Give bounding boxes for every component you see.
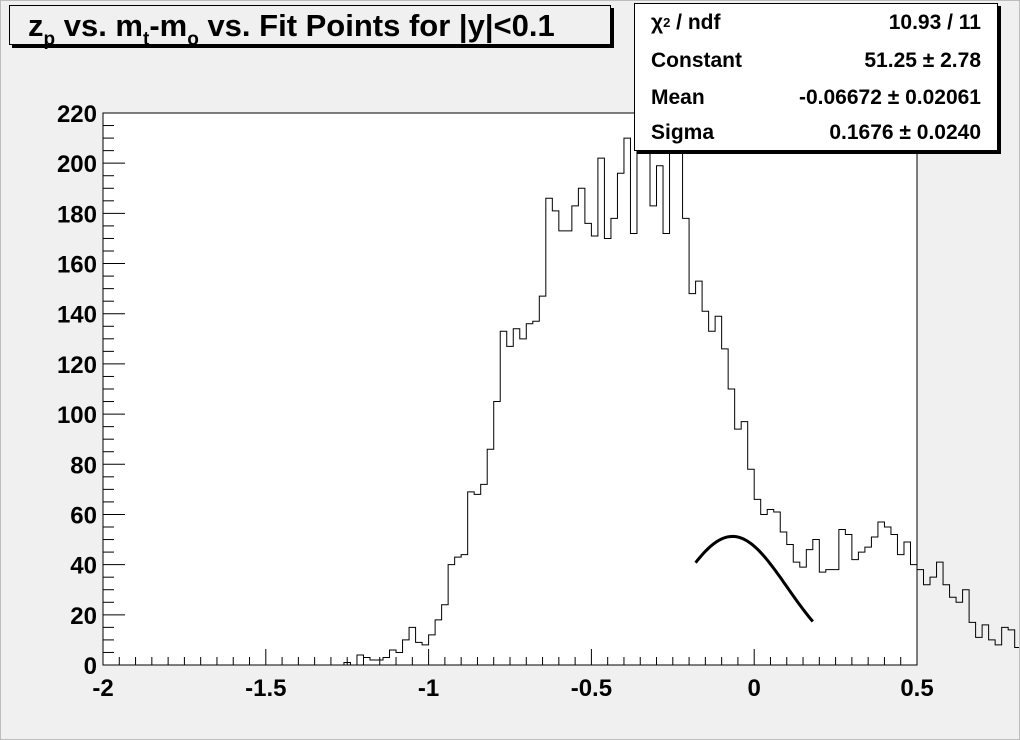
title-z: z xyxy=(28,8,44,43)
fit-stats-box: χ2 / ndf 10.93 / 11 Constant 51.25 ± 2.7… xyxy=(634,3,998,151)
fit-curve xyxy=(694,534,814,623)
x-tick-label: -0.5 xyxy=(571,675,612,702)
stat-row-constant: Constant 51.25 ± 2.78 xyxy=(635,44,997,78)
x-axis: -2 -1.5 -1 -0.5 0 0.5 xyxy=(92,649,934,702)
y-tick-label: 120 xyxy=(57,352,97,379)
plot-frame xyxy=(102,112,918,666)
stat-value-sigma: 0.1676 ± 0.0240 xyxy=(829,121,981,144)
stat-label-mean: Mean xyxy=(651,86,705,109)
title-m-subscript-o: o xyxy=(187,29,199,50)
stat-row-chi2: χ2 / ndf 10.93 / 11 xyxy=(635,6,997,40)
x-tick-label: -1.5 xyxy=(245,675,286,702)
title-m-subscript-t: t xyxy=(143,29,150,50)
x-tick-label: -2 xyxy=(92,675,113,702)
y-tick-label: 100 xyxy=(57,402,97,429)
y-tick-label: 20 xyxy=(70,603,97,630)
x-tick-label: -1 xyxy=(418,675,439,702)
chi-superscript: 2 xyxy=(663,15,671,30)
stat-value-mean: -0.06672 ± 0.02061 xyxy=(798,86,981,109)
stat-value-constant: 51.25 ± 2.78 xyxy=(864,49,981,72)
y-tick-label: 140 xyxy=(57,302,97,329)
y-tick-label: 160 xyxy=(57,252,97,279)
stat-label-chi2: χ2 / ndf xyxy=(651,6,720,42)
stat-value-chi2: 10.93 / 11 xyxy=(888,11,981,34)
x-tick-label: 0 xyxy=(748,675,761,702)
y-tick-label: 200 xyxy=(57,151,97,178)
y-tick-label: 180 xyxy=(57,201,97,228)
y-tick-label: 80 xyxy=(70,452,97,479)
stat-label-constant: Constant xyxy=(651,49,742,72)
stat-row-mean: Mean -0.06672 ± 0.02061 xyxy=(635,81,997,115)
y-tick-label: 220 xyxy=(57,101,97,128)
x-tick-label: 0.5 xyxy=(900,675,933,702)
stat-row-sigma: Sigma 0.1676 ± 0.0240 xyxy=(635,116,997,150)
y-axis: 0 20 40 60 80 100 120 140 160 180 200 220 xyxy=(57,101,125,680)
chi-ndf-text: / ndf xyxy=(670,11,721,34)
chi-symbol: χ xyxy=(651,11,664,34)
title-mid1: vs. m xyxy=(55,8,143,43)
gaussian-fit xyxy=(694,534,814,623)
y-tick-label: 40 xyxy=(70,553,97,580)
title-mid2: -m xyxy=(149,8,188,43)
stat-label-sigma: Sigma xyxy=(651,121,715,144)
title-rest: vs. Fit Points for |y|<0.1 xyxy=(198,8,555,43)
chart-title: zp vs. mt-mo vs. Fit Points for |y|<0.1 xyxy=(9,5,611,50)
title-z-subscript: p xyxy=(43,29,56,50)
y-tick-label: 60 xyxy=(70,502,97,529)
y-tick-label: 0 xyxy=(84,653,97,680)
